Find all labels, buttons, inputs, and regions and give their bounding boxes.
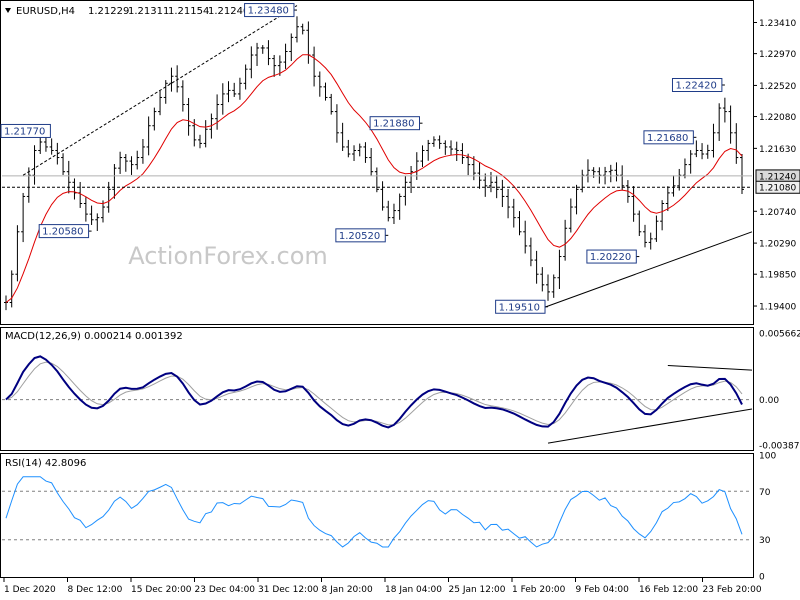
ohlc-close: 1.21240 [208,6,249,17]
swing-label-text: 1.20220 [590,252,631,263]
swing-label-text: 1.22420 [675,81,716,92]
price-axis-label: 1.22080 [759,113,796,123]
swing-label-text: 1.21680 [647,133,688,144]
price-layer: 1.23480 1.21770 1.20580 1.21880 1.20520 1.195… [0,3,753,314]
price-header: EURUSD,H4 1.21229 1.21311 1.21154 1.2124… [5,6,249,17]
axis-layer: 1.23410 1.22970 1.22520 1.22080 1.21630 1.212… [3,19,800,595]
swing-label-text: 1.20520 [339,231,380,242]
swing-label-box [495,299,546,314]
time-axis-label: 8 Dec 12:00 [68,585,123,595]
macd-layer [2,355,753,444]
ohlc-low: 1.21154 [168,6,209,17]
rsi-panel-frame [0,453,754,578]
swing-label-box [0,123,51,138]
price-axis-label: 1.22970 [759,50,796,60]
time-axis-label: 15 Dec 20:00 [131,585,192,595]
macd-axis-label: 0.005662 [759,329,800,339]
price-axis-label: 1.20740 [759,208,796,218]
price-axis-label: 1.19400 [759,303,796,313]
time-axis-label: 25 Jan 12:00 [449,585,506,595]
price-axis-label: 1.19850 [759,271,796,281]
macd-panel-frame [0,327,754,451]
time-axis-label: 18 Jan 04:00 [385,585,442,595]
symbol-timeframe: EURUSD,H4 [16,6,75,17]
swing-label-box [38,224,90,239]
swing-label-box [335,228,386,243]
rsi-axis-label: 30 [759,536,771,546]
time-axis-label: 8 Jan 20:00 [322,585,374,595]
rsi-title: RSI(14) 42.8096 [5,458,86,469]
swing-label-box [586,249,637,264]
rsi-axis-label: 100 [759,452,776,462]
macd-lower-trendline [547,408,753,444]
time-axis-label: 9 Feb 04:00 [576,585,630,595]
rising-support-trendline [542,231,753,309]
price-axis-label: 1.23410 [759,19,796,29]
time-axis-label: 1 Dec 2020 [4,585,56,595]
macd-line [5,355,743,429]
swing-label-text: 1.20580 [42,227,83,238]
rsi-axis-label: 70 [759,488,771,498]
time-axis-label: 16 Feb 12:00 [639,585,698,595]
swing-label-text: 1.19510 [499,302,540,313]
rsi-line [5,476,743,548]
rsi-axis-label: 0 [759,573,765,583]
ohlc-high: 1.21311 [128,6,169,17]
swing-label-box [643,130,694,145]
time-axis-label: 23 Dec 04:00 [195,585,256,595]
upper-dashed-trendline [22,5,298,176]
swing-label-text: 1.21770 [4,126,45,137]
price-axis-tag [755,180,800,194]
macd-upper-trendline [667,364,753,371]
ohlc-open: 1.21229 [88,6,129,17]
price-axis-label: 1.21080 [759,184,796,194]
swing-label-box [244,3,295,18]
price-axis-label: 1.20290 [759,240,796,250]
swing-label-text: 1.21880 [373,119,414,130]
swing-label-text: 1.23480 [248,6,289,17]
time-axis-label: 23 Feb 20:00 [703,585,762,595]
macd-title: MACD(12,26,9) 0.000214 0.001392 [5,331,183,342]
time-axis-label: 1 Feb 20:00 [512,585,566,595]
swing-label-box [671,78,723,93]
watermark: ActionForex.com [128,242,328,270]
moving-average-line [5,54,743,303]
rsi-layer [2,476,752,548]
time-axis-label: 31 Dec 12:00 [258,585,319,595]
price-axis-label: 1.22520 [759,82,796,92]
price-axis-label: 1.21240 [759,172,796,182]
macd-signal-line [5,361,743,426]
swing-label-box [369,116,420,131]
macd-axis-label: 0.00 [759,396,779,406]
price-axis-label: 1.21630 [759,145,796,155]
dropdown-triangle-icon[interactable] [5,8,11,13]
price-panel-frame [0,0,754,325]
macd-axis-label: -0.003872 [759,442,800,452]
